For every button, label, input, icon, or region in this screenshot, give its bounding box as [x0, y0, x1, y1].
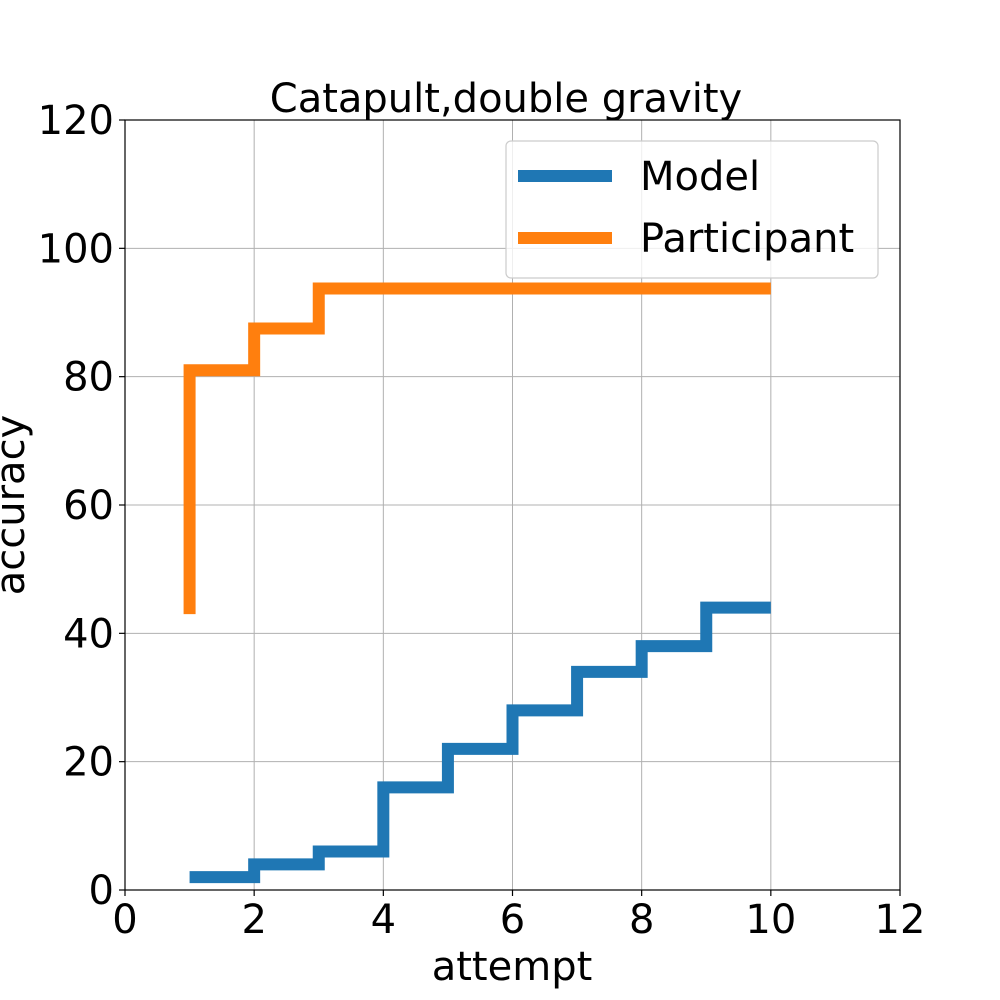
y-tick-label: 0: [89, 868, 114, 914]
y-tick-label: 120: [38, 98, 114, 144]
legend: Model Participant: [505, 140, 879, 279]
x-tick-label: 8: [629, 897, 654, 943]
x-tick-label: 12: [875, 897, 926, 943]
chart-title: Catapult,double gravity: [270, 76, 742, 122]
legend-label-participant: Participant: [640, 216, 854, 262]
x-tick-label: 2: [241, 897, 266, 943]
y-tick-label: 100: [38, 226, 114, 272]
y-tick-label: 20: [63, 740, 114, 786]
y-tick-label: 60: [63, 483, 114, 529]
x-tick-label: 10: [745, 897, 796, 943]
x-axis-label: attempt: [432, 944, 593, 990]
x-tick-label: 6: [500, 897, 525, 943]
y-tick-label: 40: [63, 611, 114, 657]
x-tick-label: 0: [112, 897, 137, 943]
legend-label-model: Model: [640, 154, 760, 200]
y-tick-label: 80: [63, 355, 114, 401]
series-line-model: [189, 601, 771, 884]
series-line-participant: [183, 282, 771, 615]
series-layer: [183, 282, 771, 884]
y-axis-label: accuracy: [0, 415, 34, 595]
x-tick-label: 4: [371, 897, 396, 943]
